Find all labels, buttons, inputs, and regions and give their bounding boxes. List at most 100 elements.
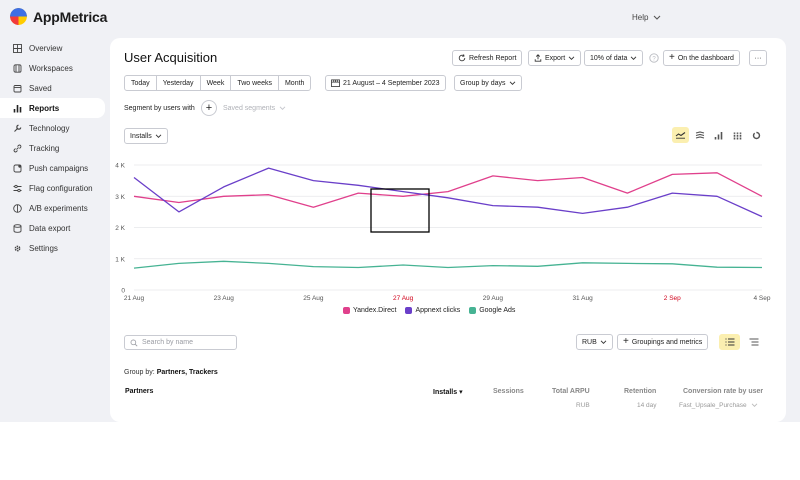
search-icon (130, 339, 138, 347)
period-selector: Today Yesterday Week Two weeks Month (124, 75, 312, 91)
sidebar-item-tracking[interactable]: Tracking (0, 138, 105, 158)
chevron-down-icon (155, 134, 162, 138)
saved-segments-select[interactable]: Saved segments (223, 105, 286, 112)
series-line[interactable] (133, 260, 763, 269)
export-icon (534, 54, 542, 62)
y-tick-label: 2 K (115, 225, 125, 232)
currency-select[interactable]: RUB (576, 334, 613, 350)
series-line[interactable] (133, 167, 763, 218)
stacked-bar-toggle[interactable] (729, 127, 746, 143)
tree-view-toggle[interactable] (743, 334, 764, 350)
column-retention[interactable]: Retention (624, 388, 657, 395)
sidebar-item-label: Data export (29, 223, 71, 233)
sidebar-item-saved[interactable]: Saved (0, 78, 105, 98)
list-icon (725, 338, 734, 346)
bookmark-icon (13, 84, 22, 92)
period-two-weeks[interactable]: Two weeks (231, 76, 279, 90)
group-by-days-label: Group by days (460, 79, 506, 87)
column-total-arpu[interactable]: Total ARPU (552, 388, 590, 395)
export-button[interactable]: Export (528, 50, 582, 66)
more-button[interactable]: ··· (749, 50, 767, 66)
group-by-days-select[interactable]: Group by days (454, 75, 522, 91)
link-icon (13, 144, 22, 152)
legend-item[interactable]: Yandex.Direct (343, 307, 396, 314)
sidebar-item-label: A/B experiments (29, 203, 88, 213)
chevron-down-icon (631, 56, 637, 60)
period-week[interactable]: Week (201, 76, 232, 90)
help-circle-icon[interactable]: ? (649, 53, 659, 63)
add-segment-button[interactable]: + (201, 100, 217, 116)
plus-icon: + (205, 102, 213, 114)
date-range-picker[interactable]: 21 August – 4 September 2023 (325, 75, 446, 91)
legend-label: Google Ads (479, 307, 516, 314)
sidebar-item-push-campaigns[interactable]: Push campaigns (0, 158, 105, 178)
bar-chart-toggle[interactable] (710, 127, 727, 143)
workspaces-icon (13, 63, 22, 73)
group-by-label: Group by: (124, 369, 155, 376)
x-tick-label: 2 Sep (664, 295, 681, 302)
sidebar-item-label: Reports (29, 103, 60, 113)
chevron-down-icon (600, 340, 607, 344)
sidebar-item-flag-configuration[interactable]: Flag configuration (0, 178, 105, 198)
app-name: AppMetrica (33, 8, 108, 25)
group-by-line: Group by: Partners, Trackers (124, 369, 218, 376)
x-tick-label: 21 Aug (124, 295, 145, 302)
sidebar-item-reports[interactable]: Reports (0, 98, 105, 118)
sidebar-item-label: Settings (29, 243, 58, 253)
gear-icon (14, 245, 21, 251)
conversion-event-select[interactable]: Fast_Upsale_Purchase (679, 402, 758, 409)
list-view-toggle[interactable] (719, 334, 740, 350)
legend-item[interactable]: Appnext clicks (405, 307, 460, 314)
x-tick-label: 23 Aug (214, 295, 235, 302)
bar-chart-icon (714, 131, 723, 139)
column-sessions[interactable]: Sessions (493, 388, 524, 395)
y-tick-label: 0 (121, 288, 125, 295)
tree-list-icon (749, 338, 758, 346)
app-logo[interactable]: AppMetrica (10, 8, 107, 25)
more-icon: ··· (754, 54, 762, 62)
sidebar-item-label: Flag configuration (29, 183, 93, 193)
conversion-event-label: Fast_Upsale_Purchase (679, 402, 747, 409)
ab-icon (13, 203, 22, 213)
sidebar-item-data-export[interactable]: Data export (0, 218, 105, 238)
refresh-report-button[interactable]: Refresh Report (452, 50, 523, 66)
column-installs[interactable]: Installs ▾ (433, 389, 463, 396)
segment-label: Segment by users with (124, 105, 195, 112)
column-partners[interactable]: Partners (125, 388, 154, 395)
line-chart-toggle[interactable] (672, 127, 689, 143)
help-menu[interactable]: Help (632, 13, 661, 22)
series-line[interactable] (133, 172, 763, 208)
sidebar-item-a-b-experiments[interactable]: A/B experiments (0, 198, 105, 218)
pie-chart-toggle[interactable] (748, 127, 765, 143)
bar-chart-icon (13, 104, 22, 112)
database-icon (13, 223, 22, 233)
appmetrica-logo-icon (10, 8, 27, 25)
period-today[interactable]: Today (125, 76, 157, 90)
legend-checkbox[interactable] (405, 307, 413, 314)
search-input[interactable]: Search by name (124, 335, 237, 350)
selection-box[interactable] (370, 188, 430, 233)
stacked-area-icon (695, 130, 704, 139)
search-placeholder: Search by name (142, 339, 193, 346)
legend-item[interactable]: Google Ads (469, 307, 515, 314)
sampling-label: 10% of data (590, 54, 628, 62)
x-tick-label: 31 Aug (572, 295, 593, 302)
period-yesterday[interactable]: Yesterday (157, 76, 201, 90)
sidebar-item-overview[interactable]: Overview (0, 38, 105, 58)
on-dashboard-button[interactable]: + On the dashboard (663, 50, 740, 66)
line-chart: 0 1 K 2 K 3 K 4 K 21 Aug 23 Aug 25 Aug 27 Aug 29 … (115, 163, 771, 303)
sidebar-item-settings[interactable]: Settings (0, 238, 105, 258)
group-by-value[interactable]: Partners, Trackers (156, 369, 218, 376)
period-month[interactable]: Month (284, 79, 305, 87)
refresh-label: Refresh Report (469, 54, 517, 62)
sampling-select[interactable]: 10% of data (584, 50, 644, 66)
x-tick-label: 25 Aug (303, 295, 324, 302)
legend-checkbox[interactable] (469, 307, 477, 314)
sidebar-item-technology[interactable]: Technology (0, 118, 105, 138)
sidebar-item-workspaces[interactable]: Workspaces (0, 58, 105, 78)
stacked-chart-toggle[interactable] (691, 127, 708, 143)
column-conversion-rate[interactable]: Conversion rate by user (683, 388, 764, 395)
metric-select[interactable]: Installs (124, 128, 168, 144)
legend-checkbox[interactable] (343, 307, 350, 314)
groupings-metrics-button[interactable]: + Groupings and metrics (617, 334, 709, 350)
